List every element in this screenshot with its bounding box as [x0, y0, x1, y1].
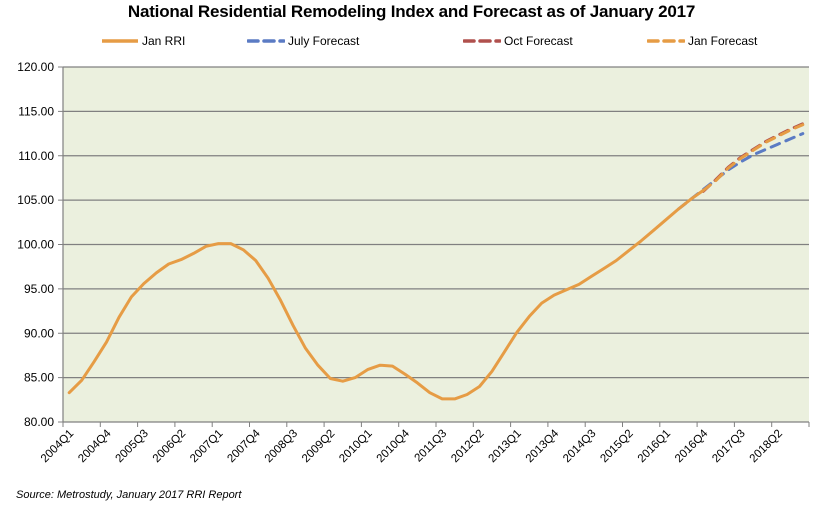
y-tick-label: 120.00 — [17, 60, 54, 74]
x-tick-label: 2008Q3 — [263, 428, 300, 465]
y-tick-label: 115.00 — [18, 104, 54, 118]
series-line — [67, 188, 705, 401]
legend-swatch-jan-forecast — [647, 39, 685, 43]
legend-item-july-forecast: July Forecast — [247, 34, 359, 48]
legend-label-jan-rri: Jan RRI — [142, 34, 186, 48]
legend-swatch-oct-forecast — [463, 39, 501, 43]
series-group — [67, 122, 805, 401]
y-tick-label: 85.00 — [24, 371, 54, 385]
x-tick-label: 2006Q2 — [151, 428, 188, 465]
y-tick-label: 80.00 — [24, 415, 54, 429]
gridlines — [63, 66, 809, 379]
legend-label-july-forecast: July Forecast — [288, 34, 360, 48]
y-tick-label: 90.00 — [24, 326, 54, 340]
series-jan-forecast — [701, 123, 805, 192]
chart-title: National Residential Remodeling Index an… — [127, 2, 696, 21]
y-axis: 80.00 85.00 90.00 95.00 100.00 105.00 110.00 11… — [17, 60, 64, 429]
legend: Jan RRI July Forecast Oct Forecast Jan F… — [0, 34, 823, 52]
x-tick-label: 2012Q2 — [449, 428, 486, 465]
x-tick-label: 2007Q1 — [188, 428, 225, 465]
x-tick-label: 2014Q3 — [561, 428, 598, 465]
legend-item-jan-forecast: Jan Forecast — [647, 34, 757, 48]
series-jan-rri — [67, 188, 705, 401]
legend-label-jan-forecast: Jan Forecast — [688, 34, 758, 48]
x-tick-label: 2005Q3 — [114, 428, 151, 465]
legend-swatch-jan-rri — [102, 39, 138, 43]
y-tick-label: 110.00 — [18, 149, 54, 163]
legend-item-jan-rri: Jan RRI — [101, 34, 185, 48]
x-tick-label: 2011Q3 — [413, 428, 450, 465]
x-tick-label: 2015Q2 — [598, 428, 635, 465]
x-tick-label: 2010Q1 — [337, 428, 374, 465]
series-line — [701, 123, 805, 192]
x-tick-label: 2013Q4 — [524, 427, 562, 465]
x-axis: 2004Q1 2004Q4 2005Q3 2006Q2 2007Q1 2007Q4 2008… — [39, 421, 810, 465]
x-tick-label: 2009Q2 — [300, 428, 337, 465]
legend-swatch-july-forecast — [247, 39, 285, 43]
x-tick-label: 2013Q1 — [487, 428, 524, 465]
y-tick-label: 105.00 — [17, 193, 54, 207]
source-note: Source: Metrostudy, January 2017 RRI Rep… — [16, 489, 242, 501]
y-tick-label: 100.00 — [17, 238, 54, 252]
legend-label-oct-forecast: Oct Forecast — [504, 34, 573, 48]
x-tick-label: 2010Q4 — [375, 427, 413, 465]
x-tick-label: 2004Q1 — [39, 428, 76, 465]
x-tick-label: 2007Q4 — [225, 427, 263, 465]
y-tick-label: 95.00 — [24, 282, 54, 296]
x-tick-label: 2017Q3 — [710, 428, 747, 465]
x-tick-label: 2004Q4 — [76, 427, 114, 465]
x-tick-label: 2016Q1 — [636, 428, 673, 465]
x-tick-label: 2018Q2 — [748, 428, 785, 465]
x-tick-label: 2016Q4 — [673, 427, 711, 465]
legend-item-oct-forecast: Oct Forecast — [463, 34, 573, 48]
